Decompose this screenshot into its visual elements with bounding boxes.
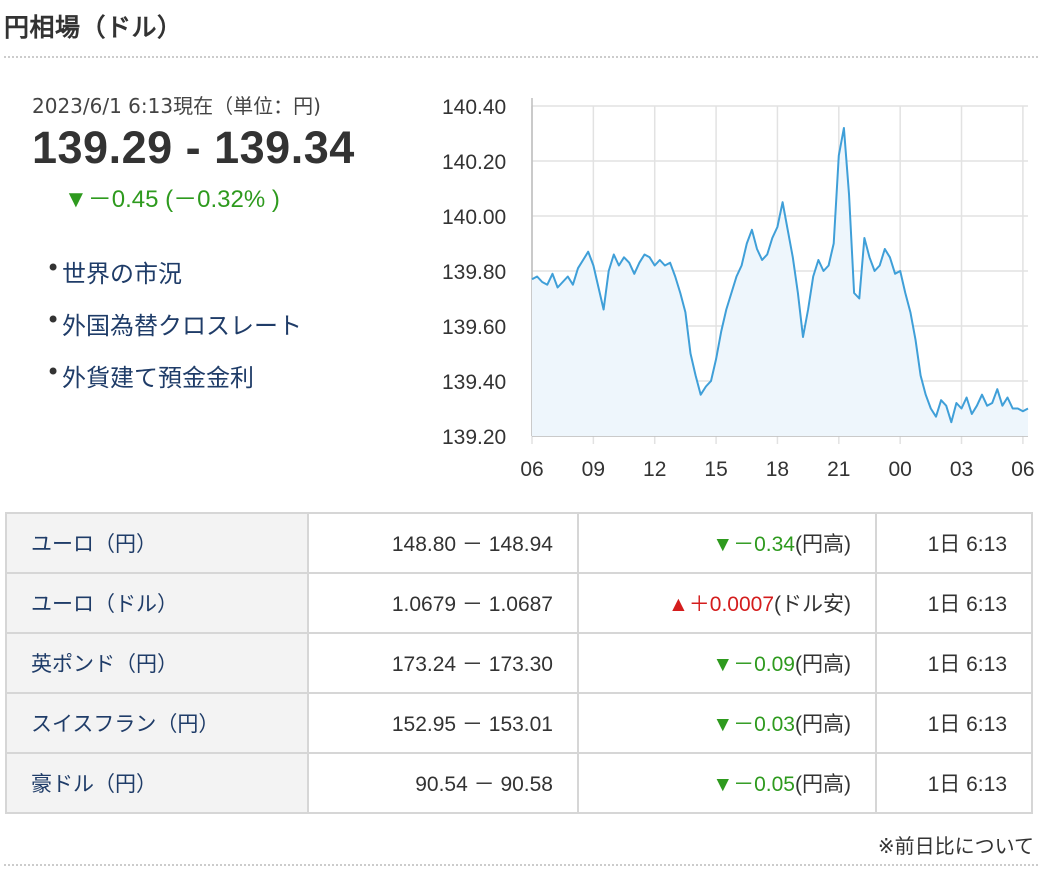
x-tick-label: 09: [582, 458, 605, 481]
update-time-cell: 1日 6:13: [875, 752, 1033, 814]
link-item: • 外貨建て預金金利: [46, 358, 302, 410]
table-row: ユーロ（ドル） 1.0679 － 1.0687 ▲＋0.0007(ドル安) 1日 6:…: [5, 572, 1033, 634]
cross-rates-table: ユーロ（円） 148.80 － 148.94 ▼－0.34(円高) 1日 6:13 ユー…: [5, 512, 1033, 814]
day-change-note-link[interactable]: ※前日比について: [877, 834, 1034, 858]
x-tick-label: 06: [1011, 458, 1034, 481]
y-tick-label: 140.00: [442, 206, 506, 229]
x-tick-label: 00: [888, 458, 911, 481]
x-tick-label: 15: [704, 458, 727, 481]
related-links: • 世界の市況 • 外国為替クロスレート • 外貨建て預金金利: [46, 254, 302, 410]
x-tick-label: 21: [827, 458, 850, 481]
currency-name-cell: ユーロ（円）: [5, 512, 309, 574]
header-divider: [4, 56, 1038, 58]
currency-link[interactable]: 豪ドル（円）: [31, 773, 157, 796]
update-time-cell: 1日 6:13: [875, 572, 1033, 634]
currency-name-cell: スイスフラン（円）: [5, 692, 309, 754]
change-value: ▲＋0.0007: [667, 593, 774, 616]
table-row: スイスフラン（円） 152.95 － 153.01 ▼－0.03(円高) 1日 6:1…: [5, 692, 1033, 754]
y-tick-label: 140.20: [442, 151, 506, 174]
currency-name-cell: 豪ドル（円）: [5, 752, 309, 814]
change-direction-label: (円高): [795, 533, 851, 556]
currency-link[interactable]: 英ポンド（円）: [31, 653, 178, 676]
day-change-cell: ▼－0.09(円高): [577, 632, 877, 694]
change-value: ▼－0.09: [712, 653, 795, 676]
change-value: ▼－0.03: [712, 713, 795, 736]
day-change-cell: ▼－0.03(円高): [577, 692, 877, 754]
bullet-icon: •: [46, 306, 61, 334]
link-item: • 外国為替クロスレート: [46, 306, 302, 358]
y-tick-label: 139.40: [442, 371, 506, 394]
currency-link[interactable]: ユーロ（円）: [31, 533, 157, 556]
x-tick-label: 18: [766, 458, 789, 481]
usd-jpy-rate: 139.29 - 139.34: [32, 122, 355, 173]
update-time-cell: 1日 6:13: [875, 692, 1033, 754]
bid-ask-cell: 1.0679 － 1.0687: [307, 572, 579, 634]
series-line: [531, 127, 1029, 424]
footer-divider: [4, 864, 1038, 866]
as-of-timestamp: 2023/6/1 6:13現在（単位：円): [32, 94, 321, 118]
page-title: 円相場（ドル）: [4, 13, 183, 42]
change-value: ▼－0.05: [712, 773, 795, 796]
y-tick-label: 139.60: [442, 316, 506, 339]
day-change-cell: ▲＋0.0007(ドル安): [577, 572, 877, 634]
table-row: 英ポンド（円） 173.24 － 173.30 ▼－0.09(円高) 1日 6:13: [5, 632, 1033, 694]
change-direction-label: (円高): [795, 653, 851, 676]
y-tick-label: 140.40: [442, 96, 506, 119]
day-change-cell: ▼－0.05(円高): [577, 752, 877, 814]
foreign-deposit-rates-link[interactable]: 外貨建て預金金利: [62, 364, 254, 392]
link-item: • 世界の市況: [46, 254, 302, 306]
bullet-icon: •: [46, 358, 61, 386]
series-area: [532, 128, 1028, 436]
currency-link[interactable]: ユーロ（ドル）: [31, 593, 178, 616]
x-tick-label: 12: [643, 458, 666, 481]
currency-name-cell: ユーロ（ドル）: [5, 572, 309, 634]
change-direction-label: (ドル安): [774, 593, 851, 616]
rate-chart: 140.40 140.20 140.00 139.80 139.60 139.40 139.…: [442, 96, 1035, 481]
x-tick-label: 06: [520, 458, 543, 481]
bid-ask-cell: 90.54 － 90.58: [307, 752, 579, 814]
cross-rates-link[interactable]: 外国為替クロスレート: [62, 312, 302, 340]
update-time-cell: 1日 6:13: [875, 632, 1033, 694]
bid-ask-cell: 152.95 － 153.01: [307, 692, 579, 754]
change-direction-label: (円高): [795, 773, 851, 796]
currency-link[interactable]: スイスフラン（円）: [31, 713, 220, 736]
table-row: 豪ドル（円） 90.54 － 90.58 ▼－0.05(円高) 1日 6:13: [5, 752, 1033, 814]
table-row: ユーロ（円） 148.80 － 148.94 ▼－0.34(円高) 1日 6:13: [5, 512, 1033, 574]
y-tick-label: 139.20: [442, 426, 506, 449]
change-value: ▼－0.34: [712, 533, 795, 556]
bid-ask-cell: 173.24 － 173.30: [307, 632, 579, 694]
bid-ask-cell: 148.80 － 148.94: [307, 512, 579, 574]
x-tick-label: 03: [950, 458, 973, 481]
currency-name-cell: 英ポンド（円）: [5, 632, 309, 694]
change-direction-label: (円高): [795, 713, 851, 736]
rate-change: ▼－0.45 (－0.32% ): [64, 186, 280, 213]
update-time-cell: 1日 6:13: [875, 512, 1033, 574]
y-tick-label: 139.80: [442, 261, 506, 284]
world-markets-link[interactable]: 世界の市況: [62, 260, 182, 288]
day-change-cell: ▼－0.34(円高): [577, 512, 877, 574]
bullet-icon: •: [46, 254, 61, 282]
